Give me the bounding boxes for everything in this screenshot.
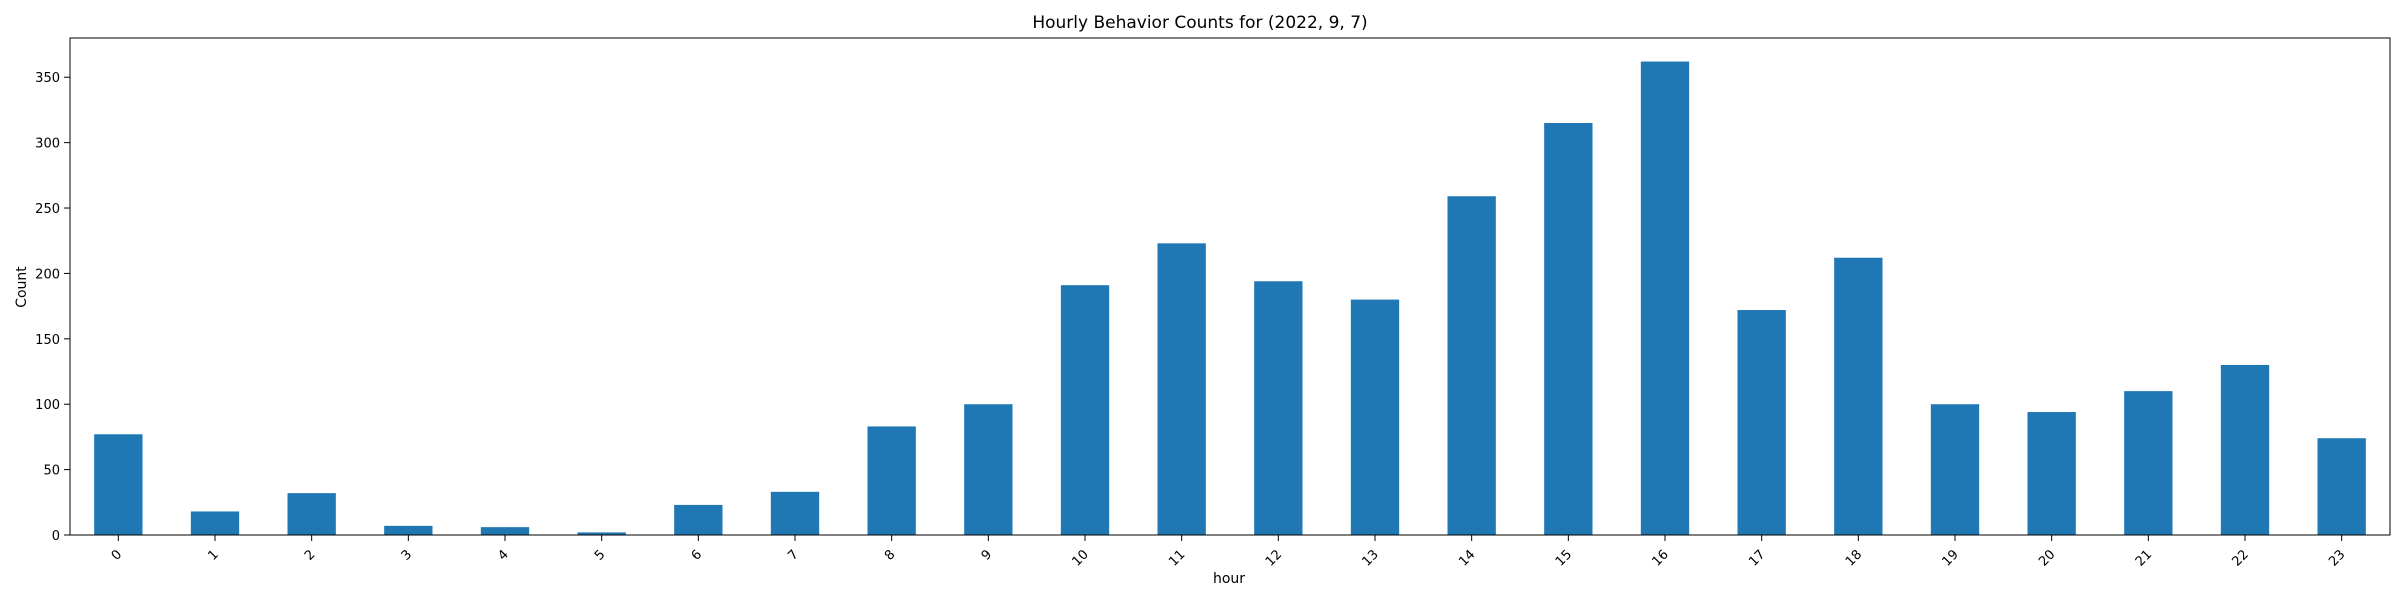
x-tick-label: 13 <box>1360 547 1382 569</box>
bar-22 <box>2220 364 2270 535</box>
bar-18 <box>1834 257 1883 535</box>
bar-19 <box>1930 404 1980 535</box>
bar-10 <box>1060 285 1110 535</box>
y-tick-label: 0 <box>52 529 60 544</box>
y-tick-label: 100 <box>35 398 60 413</box>
y-tick-label: 250 <box>35 202 60 217</box>
y-tick-label: 150 <box>35 333 60 348</box>
x-tick-label: 8 <box>882 547 898 563</box>
x-tick-label: 5 <box>592 547 608 563</box>
bars-group <box>94 61 2366 536</box>
x-tick-label: 9 <box>979 547 995 563</box>
plot-frame <box>69 37 2391 536</box>
x-tick-label: 19 <box>1940 547 1962 569</box>
x-axis-label: hour <box>1213 571 1245 587</box>
y-tick-label: 200 <box>35 267 60 282</box>
y-axis-label: Count <box>14 266 30 308</box>
y-tick-label: 50 <box>43 464 60 479</box>
bar-13 <box>1350 299 1400 535</box>
chart-title: Hourly Behavior Counts for (2022, 9, 7) <box>1032 13 1367 33</box>
bar-21 <box>2124 391 2173 535</box>
bar-5 <box>577 532 626 535</box>
x-tick-label: 4 <box>495 547 511 563</box>
y-axis: 0 50 100 150 200 250 300 350 <box>35 71 70 544</box>
bar-11 <box>1157 243 1206 535</box>
bar-15 <box>1544 123 1593 536</box>
bar-6 <box>674 504 723 535</box>
x-tick-label: 2 <box>302 547 318 563</box>
x-tick-label: 16 <box>1650 547 1672 569</box>
x-tick-label: 1 <box>205 547 221 563</box>
x-tick-label: 14 <box>1456 547 1478 569</box>
x-tick-label: 7 <box>785 547 801 563</box>
x-tick-label: 6 <box>689 547 705 563</box>
bar-20 <box>2027 412 2076 535</box>
x-tick-label: 23 <box>2326 547 2348 569</box>
x-axis: 0 1 2 3 4 5 6 7 8 9 10 11 12 13 14 15 16 17 18 19 20 21 22 23 <box>109 535 2348 570</box>
x-tick-label: 17 <box>1746 547 1768 569</box>
x-tick-label: 0 <box>109 547 125 563</box>
bar-8 <box>867 426 916 535</box>
bar-12 <box>1254 281 1303 535</box>
bar-4 <box>480 527 530 535</box>
bar-23 <box>2317 438 2366 535</box>
x-tick-label: 11 <box>1166 547 1188 569</box>
bar-2 <box>287 493 336 535</box>
bar-0 <box>94 434 143 535</box>
bar-9 <box>964 404 1013 535</box>
bar-17 <box>1737 310 1786 535</box>
bar-3 <box>384 525 433 535</box>
x-tick-label: 15 <box>1553 547 1575 569</box>
x-tick-label: 12 <box>1263 547 1285 569</box>
bar-7 <box>770 491 820 535</box>
x-tick-label: 20 <box>2036 547 2058 569</box>
x-tick-label: 10 <box>1070 547 1092 569</box>
y-tick-label: 300 <box>35 137 60 152</box>
y-tick-label: 350 <box>35 71 60 86</box>
bar-16 <box>1640 61 1690 535</box>
x-tick-label: 3 <box>399 547 415 563</box>
bar-1 <box>190 511 240 535</box>
bar-14 <box>1447 196 1496 536</box>
x-tick-label: 21 <box>2133 547 2155 569</box>
x-tick-label: 18 <box>1843 547 1865 569</box>
x-tick-label: 22 <box>2230 547 2252 569</box>
